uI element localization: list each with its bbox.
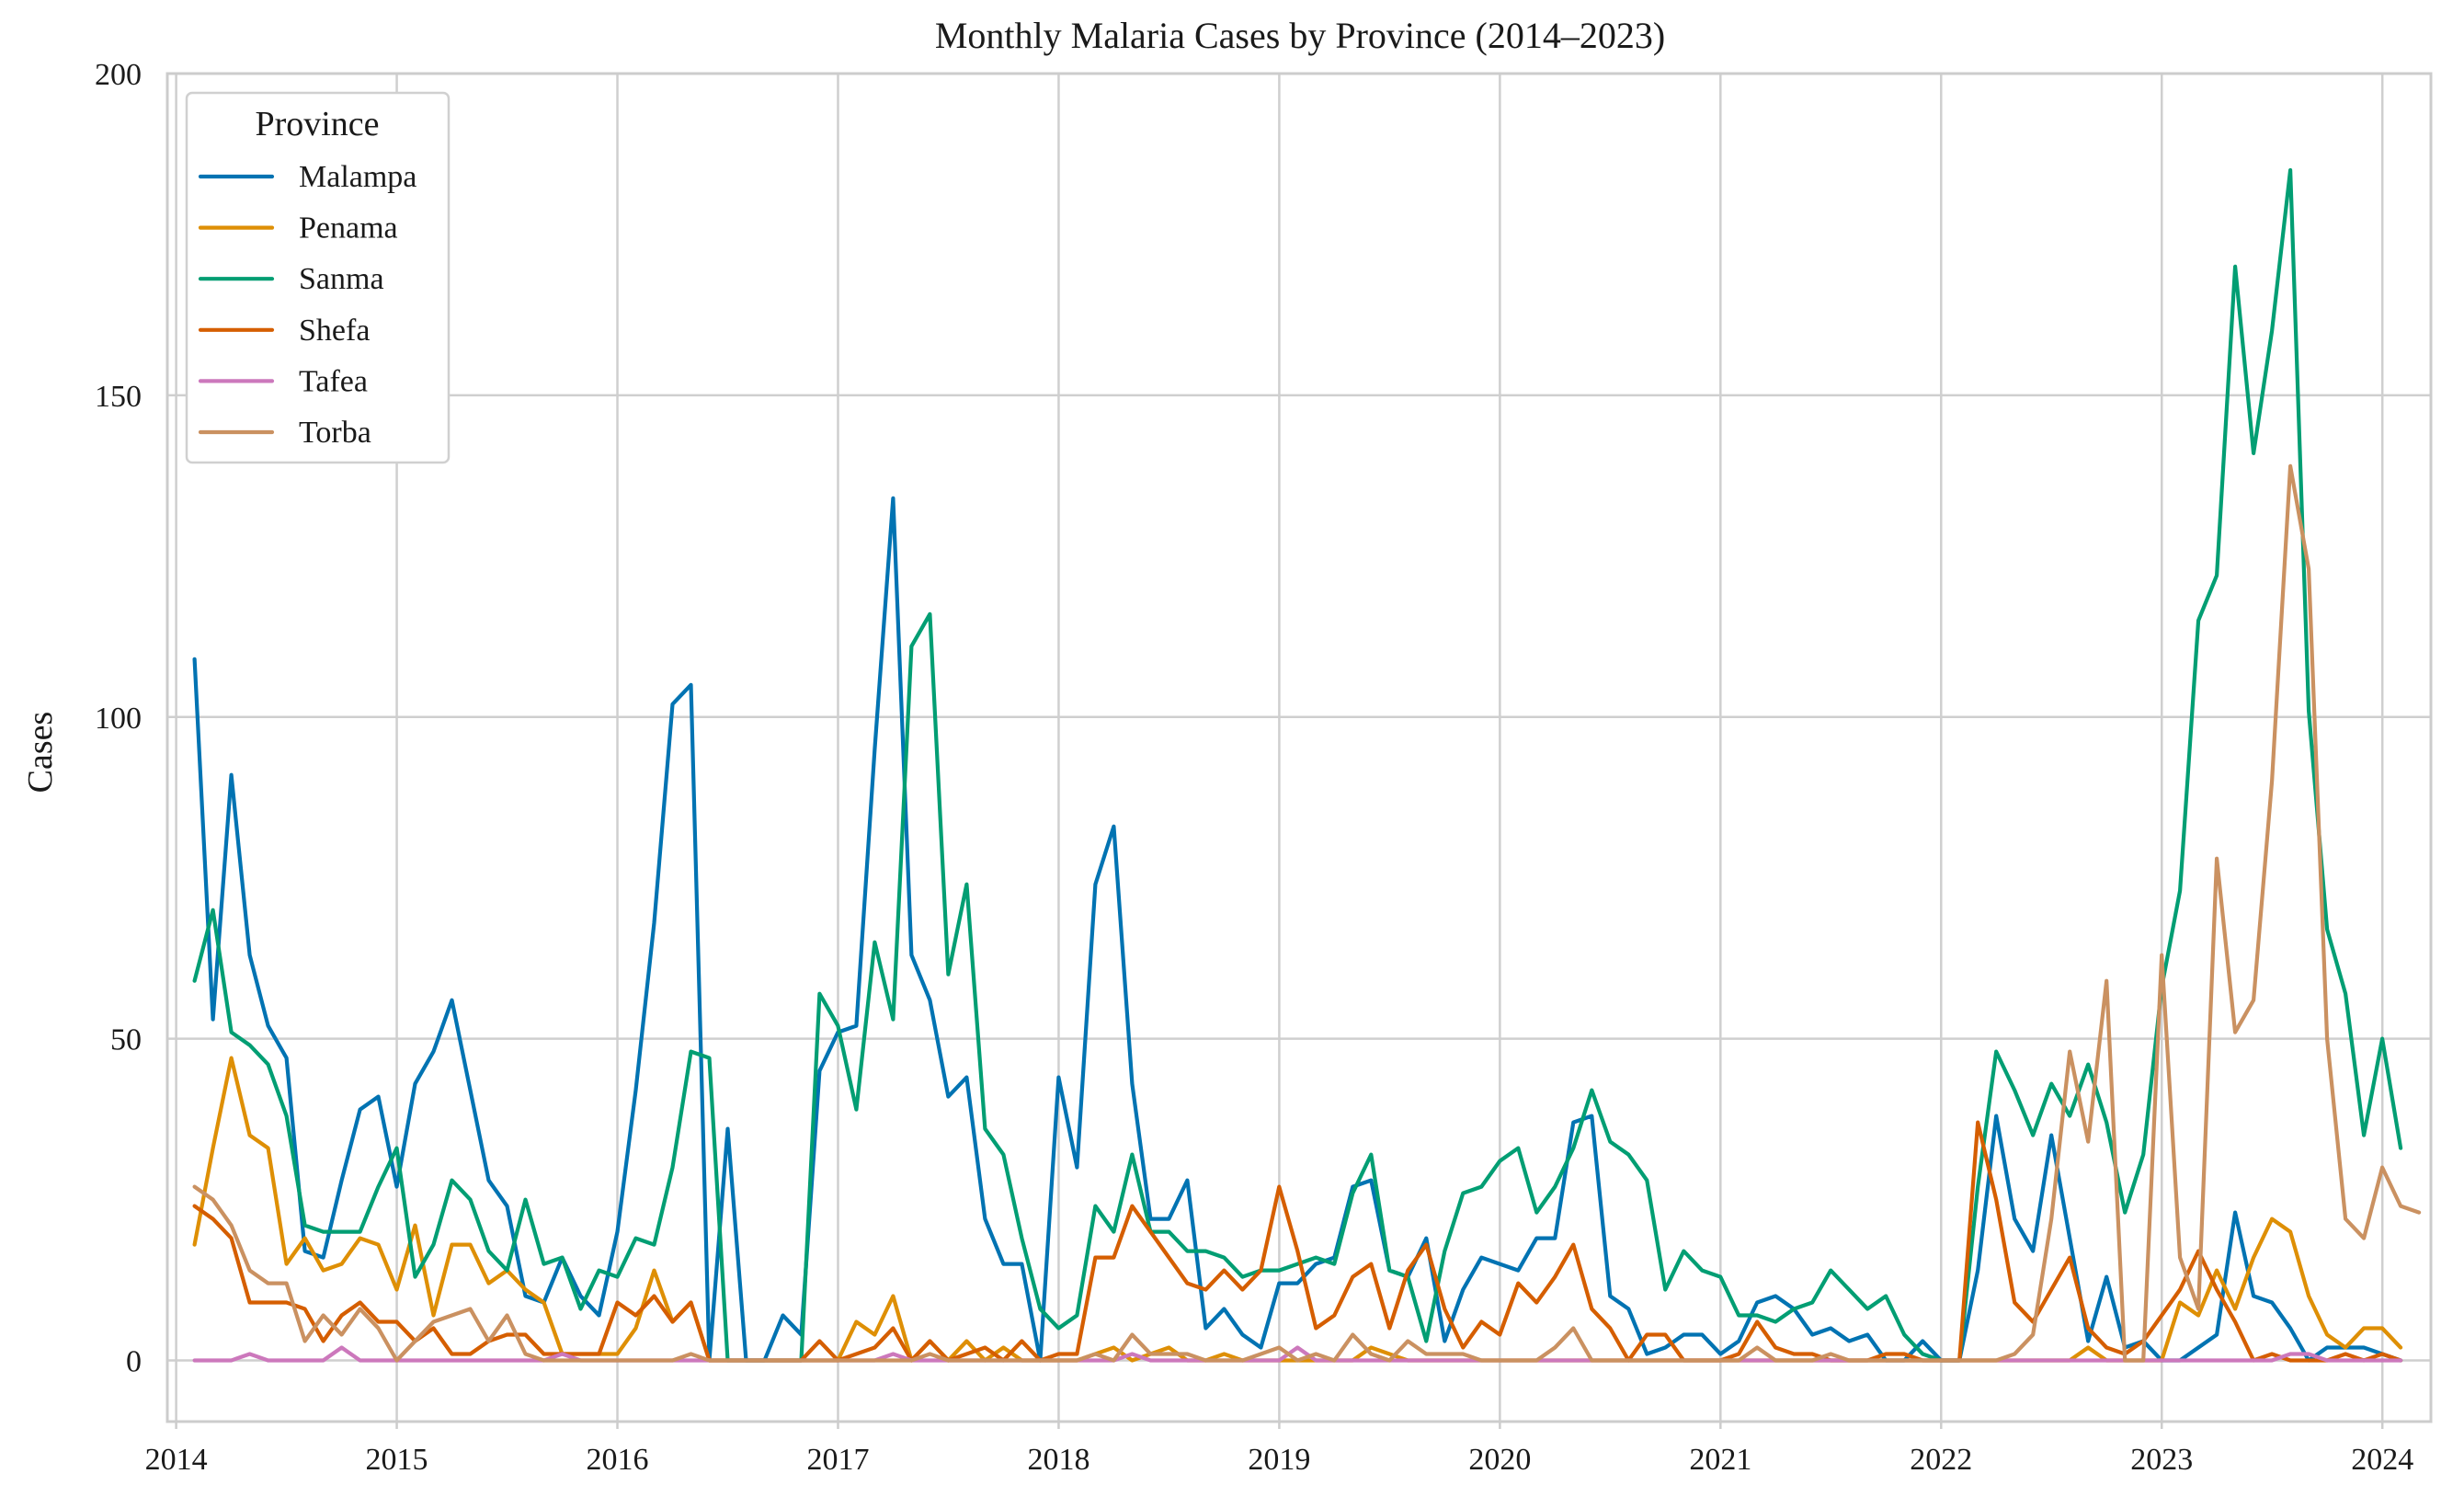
legend: Province Malampa Penama Sanma Shefa Tafea Tor… bbox=[185, 91, 451, 464]
x-tick-label: 2019 bbox=[1248, 1443, 1310, 1477]
x-tick-label: 2020 bbox=[1468, 1443, 1531, 1477]
x-axis-ticks: 2014 2015 2016 2017 2018 2019 2020 2021 2022 2023… bbox=[145, 1422, 2413, 1477]
series-line-tafea bbox=[192, 1345, 2403, 1363]
legend-box bbox=[185, 91, 451, 464]
chart-title: Monthly Malaria Cases by Province (2014–… bbox=[935, 15, 1665, 56]
x-tick-label: 2023 bbox=[2130, 1443, 2193, 1477]
legend-label-torba: Torba bbox=[299, 416, 371, 450]
x-tick-label: 2017 bbox=[806, 1443, 869, 1477]
legend-label-shefa: Shefa bbox=[299, 314, 370, 348]
y-axis-label: Cases bbox=[21, 712, 60, 794]
y-tick-label: 100 bbox=[95, 702, 142, 736]
y-tick-label: 200 bbox=[95, 58, 142, 92]
legend-label-malampa: Malampa bbox=[299, 160, 416, 194]
legend-label-tafea: Tafea bbox=[299, 364, 368, 398]
y-tick-label: 50 bbox=[110, 1023, 142, 1057]
x-tick-label: 2016 bbox=[587, 1443, 649, 1477]
legend-label-penama: Penama bbox=[299, 211, 398, 246]
series-lines bbox=[192, 167, 2422, 1363]
x-tick-label: 2018 bbox=[1027, 1443, 1089, 1477]
x-tick-label: 2015 bbox=[366, 1443, 428, 1477]
x-tick-label: 2014 bbox=[145, 1443, 208, 1477]
series-line-torba bbox=[192, 463, 2422, 1363]
legend-label-sanma: Sanma bbox=[299, 262, 384, 296]
x-tick-label: 2021 bbox=[1689, 1443, 1751, 1477]
y-tick-label: 0 bbox=[126, 1345, 142, 1379]
x-tick-label: 2024 bbox=[2351, 1443, 2413, 1477]
x-tick-label: 2022 bbox=[1910, 1443, 1972, 1477]
y-tick-label: 150 bbox=[95, 380, 142, 414]
plot-frame bbox=[165, 72, 2433, 1423]
legend-title: Province bbox=[255, 105, 379, 143]
series-line-sanma bbox=[192, 167, 2403, 1363]
y-axis-ticks: 0 50 100 150 200 bbox=[95, 58, 142, 1379]
